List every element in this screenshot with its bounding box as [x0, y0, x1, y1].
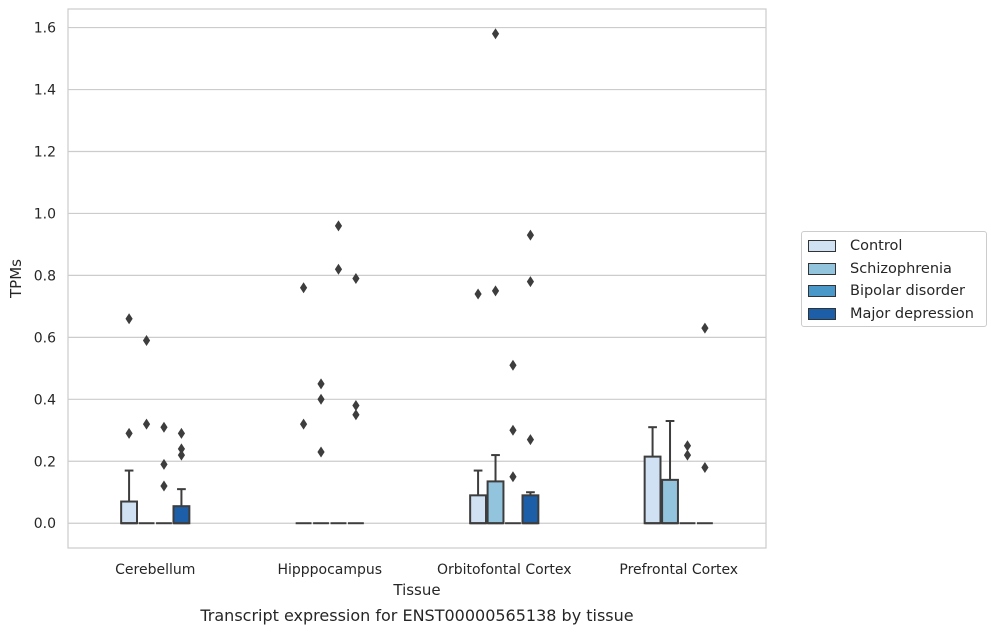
y-tick-label: 0.4 — [34, 392, 56, 408]
box-bipolar-disorder — [505, 359, 521, 525]
outlier-point — [177, 427, 186, 439]
box-bipolar-disorder — [679, 440, 696, 525]
box-control — [643, 426, 662, 525]
y-tick-label: 1.2 — [34, 144, 56, 160]
outlier-point — [177, 443, 186, 455]
plot-area — [120, 28, 713, 525]
outlier-point — [509, 471, 517, 483]
legend: Control Schizophrenia Bipolar disorder Majo… — [801, 231, 987, 327]
outlier-point — [142, 334, 151, 346]
box-schizophrenia — [313, 378, 329, 525]
legend-label: Major depression — [850, 305, 974, 322]
outlier-point — [317, 393, 325, 405]
box — [643, 455, 662, 525]
outlier-point — [125, 427, 133, 439]
outlier-point — [526, 229, 535, 241]
box-schizophrenia — [486, 28, 505, 525]
legend-entry: Major depression — [808, 303, 986, 326]
outlier-point — [334, 220, 343, 232]
legend-entry: Control — [808, 235, 986, 258]
legend-swatch — [808, 307, 836, 320]
box-major-depression — [172, 427, 191, 525]
legend-label: Control — [850, 238, 903, 255]
x-tick-label: Cerebellum — [115, 562, 195, 578]
y-tick-label: 1.4 — [34, 83, 56, 99]
outlier-point — [701, 461, 709, 473]
y-tick-label: 0.2 — [34, 454, 56, 470]
plot-frame — [67, 8, 767, 549]
outlier-point — [701, 322, 709, 334]
legend-swatch — [808, 262, 836, 275]
outlier-point — [352, 409, 360, 421]
outlier-point — [160, 421, 168, 433]
outlier-point — [683, 449, 692, 461]
outlier-point — [352, 400, 360, 412]
outlier-point — [317, 446, 325, 458]
outlier-point — [142, 418, 151, 430]
legend-label: Schizophrenia — [850, 260, 952, 277]
y-axis-label: TPMs — [7, 259, 25, 299]
outlier-point — [474, 288, 482, 300]
outlier-point — [299, 418, 308, 430]
y-tick-label: 0.8 — [34, 268, 56, 284]
box-major-depression — [697, 322, 713, 525]
outlier-point — [683, 440, 692, 452]
chart-caption: Transcript expression for ENST0000056513… — [200, 606, 634, 625]
box-control — [295, 282, 312, 525]
box — [469, 494, 487, 525]
outlier-point — [334, 263, 343, 275]
outlier-point — [526, 276, 535, 288]
x-axis-label: Tissue — [392, 581, 440, 599]
outlier-point — [317, 378, 325, 390]
outlier-point — [491, 285, 500, 297]
box-major-depression — [521, 229, 540, 525]
box-major-depression — [348, 273, 364, 525]
box-schizophrenia — [661, 419, 679, 525]
box — [486, 480, 505, 525]
box-bipolar-disorder — [156, 421, 172, 525]
x-tick-label: Orbitofontal Cortex — [437, 562, 572, 578]
legend-entry: Bipolar disorder — [808, 280, 986, 303]
y-tick-label: 0.0 — [34, 516, 56, 532]
legend-swatch — [808, 240, 836, 253]
box-bipolar-disorder — [330, 220, 347, 525]
legend-entry: Schizophrenia — [808, 258, 986, 281]
box-control — [120, 313, 139, 525]
box-control — [469, 288, 487, 525]
box — [172, 505, 191, 525]
outlier-point — [352, 273, 360, 284]
box — [120, 500, 139, 525]
y-tick-label: 1.0 — [34, 206, 56, 222]
x-axis-ticks: Cerebellum Hipppocampus Orbitofontal Corte… — [115, 562, 738, 578]
outlier-point — [299, 282, 308, 294]
x-tick-label: Hipppocampus — [277, 562, 382, 578]
box-schizophrenia — [138, 334, 155, 525]
outlier-point — [526, 434, 535, 446]
legend-label: Bipolar disorder — [850, 283, 965, 300]
outlier-point — [177, 449, 186, 461]
y-tick-label: 0.6 — [34, 330, 56, 346]
grid-lines — [68, 26, 766, 524]
outlier-point — [509, 359, 517, 371]
outlier-point — [125, 313, 133, 325]
outlier-point — [160, 458, 168, 470]
outlier-point — [491, 28, 500, 40]
y-tick-label: 1.6 — [34, 21, 56, 37]
box — [661, 478, 679, 525]
y-axis-ticks: 0.0 0.2 0.4 0.6 0.8 1.0 1.2 1.4 1.6 — [34, 21, 56, 533]
outlier-point — [509, 424, 517, 436]
x-tick-label: Prefrontal Cortex — [619, 562, 738, 578]
box — [521, 494, 540, 525]
outlier-point — [160, 480, 168, 492]
legend-swatch — [808, 285, 836, 298]
